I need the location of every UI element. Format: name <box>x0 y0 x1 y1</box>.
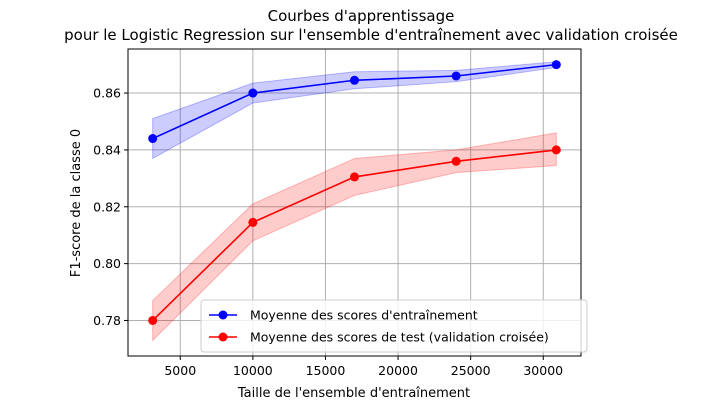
series-points <box>148 60 561 325</box>
data-point <box>451 71 461 81</box>
data-point <box>451 156 461 166</box>
x-tick-label: 25000 <box>451 363 491 378</box>
legend-marker-test <box>218 332 228 342</box>
data-point <box>148 315 158 325</box>
y-tick-label: 0.86 <box>93 86 121 101</box>
plot-frame <box>127 48 582 357</box>
legend: Moyenne des scores d'entraînement Moyenn… <box>200 299 588 353</box>
y-tick-label: 0.78 <box>93 313 121 328</box>
legend-label-test: Moyenne des scores de test (validation c… <box>250 330 549 345</box>
x-tick-label: 15000 <box>306 363 346 378</box>
y-tick-label: 0.84 <box>93 142 121 157</box>
y-axis-ticks: 0.78 0.80 0.82 0.84 0.86 <box>93 86 128 328</box>
plot-area <box>127 48 582 357</box>
x-tick-label: 20000 <box>378 363 418 378</box>
chart-subtitle: pour le Logistic Regression sur l'ensemb… <box>64 26 678 44</box>
x-axis-ticks: 5000 10000 15000 20000 25000 30000 <box>164 356 563 378</box>
chart-title: Courbes d'apprentissage <box>268 7 455 25</box>
x-axis-label: Taille de l'ensemble d'entraînement <box>237 386 470 401</box>
y-tick-label: 0.80 <box>93 256 121 271</box>
x-tick-label: 30000 <box>523 363 563 378</box>
legend-box <box>200 299 588 353</box>
y-axis-label: F1-score de la classe 0 <box>69 129 84 277</box>
x-tick-label: 5000 <box>164 363 196 378</box>
data-point <box>148 134 158 144</box>
data-point <box>248 88 258 98</box>
data-point <box>248 217 258 227</box>
legend-marker-train <box>218 310 228 320</box>
data-point <box>350 172 359 182</box>
confidence-bands <box>152 61 557 342</box>
data-point <box>350 75 359 85</box>
y-tick-label: 0.82 <box>93 199 121 214</box>
x-tick-label: 10000 <box>233 363 273 378</box>
legend-label-train: Moyenne des scores d'entraînement <box>250 308 478 323</box>
data-point <box>551 145 561 155</box>
data-point <box>551 60 561 70</box>
